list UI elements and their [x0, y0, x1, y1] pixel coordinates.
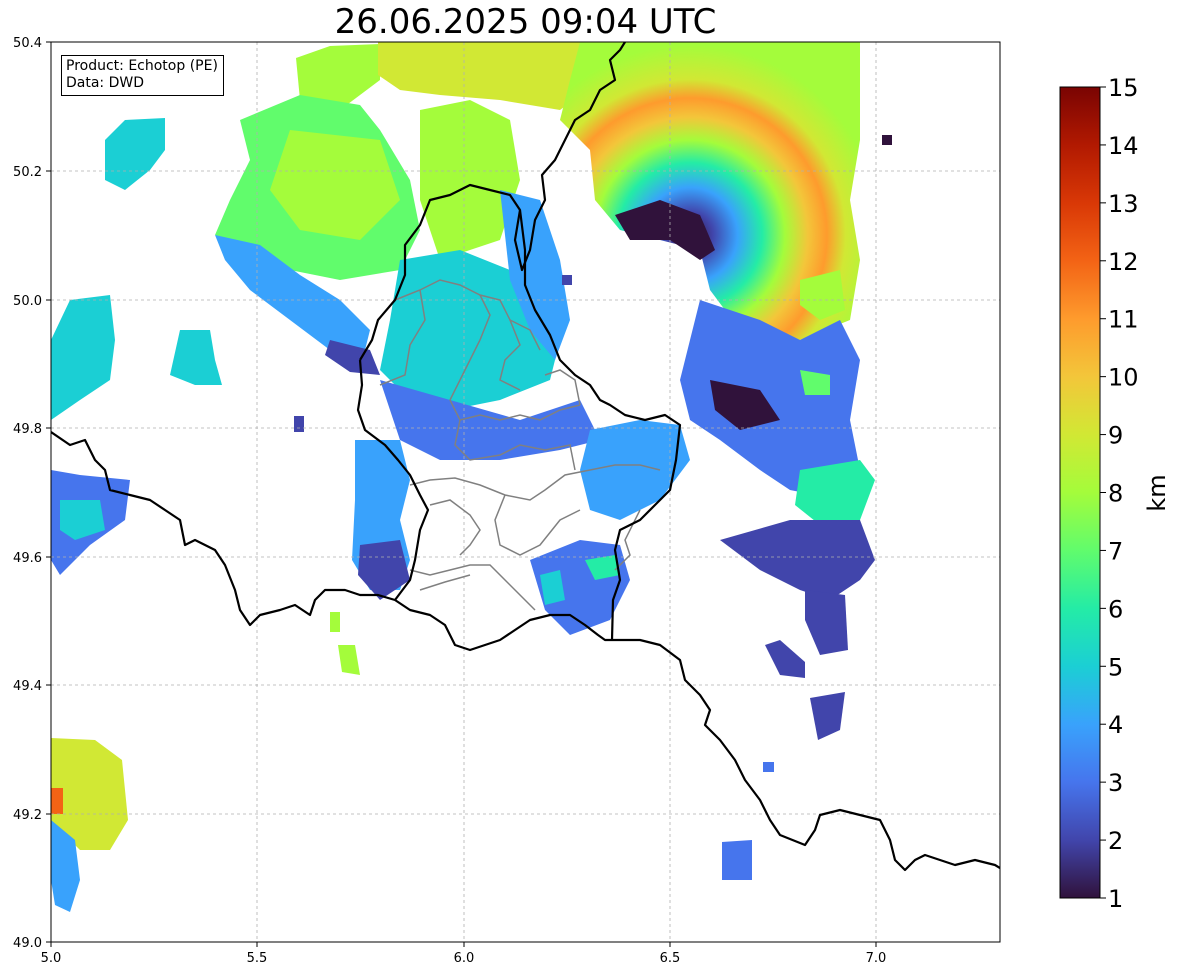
y-axis: 49.0 49.2 49.4 49.6 49.8 50.0 50.2 50.4 — [13, 36, 51, 951]
echo-area — [51, 788, 63, 814]
y-tick-label: 50.4 — [13, 36, 42, 51]
echo-area — [51, 738, 128, 850]
echo-area — [763, 762, 774, 772]
echo-area — [296, 44, 380, 110]
echo-area — [800, 270, 845, 320]
x-tick-label: 5.5 — [247, 951, 268, 966]
echo-area — [805, 590, 848, 655]
echo-area — [338, 645, 360, 675]
echo-area — [540, 570, 565, 605]
echo-area — [882, 135, 892, 145]
echo-area — [710, 380, 780, 430]
radar-echoes — [51, 42, 892, 912]
colorbar-tick-label: 11 — [1108, 306, 1139, 334]
x-tick-label: 5.0 — [41, 951, 62, 966]
echo-area — [60, 500, 105, 540]
echo-area — [795, 460, 875, 525]
colorbar-tick-label: 4 — [1108, 711, 1123, 739]
colorbar-tick-label: 6 — [1108, 595, 1123, 623]
echo-area — [720, 520, 875, 600]
y-tick-label: 50.0 — [13, 294, 42, 309]
echo-area — [325, 340, 380, 375]
y-tick-label: 49.4 — [13, 679, 42, 694]
x-tick-label: 6.0 — [454, 951, 475, 966]
echo-area — [722, 840, 752, 880]
x-axis: 5.0 5.5 6.0 6.5 7.0 — [41, 942, 887, 966]
country-borders — [51, 42, 1000, 872]
echo-area — [170, 330, 222, 385]
echo-area — [800, 370, 830, 395]
map-gridlines — [51, 42, 1000, 942]
echo-area — [615, 200, 715, 260]
map-title: 26.06.2025 09:04 UTC — [334, 2, 717, 42]
echo-area — [585, 555, 620, 580]
y-tick-label: 49.0 — [13, 936, 42, 951]
x-tick-label: 6.5 — [660, 951, 681, 966]
colorbar-tick-label: 5 — [1108, 653, 1123, 681]
district-boundaries — [379, 279, 661, 611]
colorbar-tick-label: 12 — [1108, 248, 1139, 276]
echo-area — [51, 820, 80, 912]
echo-area — [562, 275, 572, 285]
map-frame — [50, 41, 1001, 943]
echo-area — [215, 235, 370, 370]
echo-area — [358, 540, 410, 600]
y-tick-label: 49.2 — [13, 808, 42, 823]
colorbar-tick-label: 13 — [1108, 190, 1139, 218]
colorbar-tick-label: 2 — [1108, 827, 1123, 855]
echo-area — [560, 42, 860, 340]
colorbar-tick-label: 15 — [1108, 74, 1139, 102]
echo-area — [330, 612, 340, 632]
colorbar-tick-label: 9 — [1108, 422, 1123, 450]
product-line: Product: Echotop (PE) — [66, 58, 218, 74]
echo-area — [500, 190, 570, 360]
echo-area — [51, 295, 115, 420]
product-info-box: Product: Echotop (PE) Data: DWD — [61, 55, 224, 96]
echo-area — [378, 42, 600, 110]
echo-area — [580, 420, 690, 520]
colorbar-tick-label: 3 — [1108, 769, 1123, 797]
colorbar-tick-label: 10 — [1108, 364, 1139, 392]
echo-area — [680, 300, 860, 500]
y-tick-label: 50.2 — [13, 165, 42, 180]
y-tick-label: 49.8 — [13, 422, 42, 437]
echo-area — [105, 118, 165, 190]
echo-area — [380, 380, 600, 460]
y-tick-label: 49.6 — [13, 551, 42, 566]
echo-area — [270, 130, 400, 240]
echo-area — [420, 100, 520, 260]
colorbar-tick-label: 14 — [1108, 132, 1139, 160]
echo-area — [810, 692, 845, 740]
x-tick-label: 7.0 — [866, 951, 887, 966]
colorbar-gradient — [1059, 86, 1101, 899]
colorbar-label: km — [1143, 474, 1171, 511]
data-source-line: Data: DWD — [66, 75, 144, 91]
colorbar-tick-label: 8 — [1108, 480, 1123, 508]
echo-area — [294, 416, 304, 432]
colorbar-tick-label: 1 — [1108, 885, 1123, 913]
echo-area — [765, 640, 805, 678]
colorbar-tick-label: 7 — [1108, 537, 1123, 565]
